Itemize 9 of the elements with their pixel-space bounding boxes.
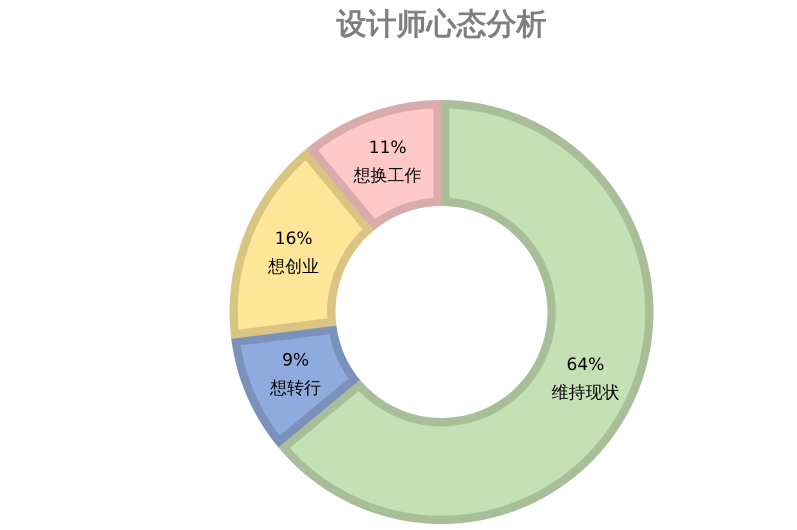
data-label: 9%: [282, 350, 310, 371]
slice-label: 想创业: [267, 256, 320, 277]
slice-label: 想换工作: [352, 166, 422, 186]
data-label: 11%: [368, 138, 407, 158]
slice-label: 想转行: [269, 378, 322, 399]
slice-label: 维持现状: [551, 383, 620, 404]
data-label: 16%: [274, 228, 313, 249]
data-label: 64%: [566, 355, 604, 376]
chart-title: 设计师心态分析: [336, 6, 546, 42]
